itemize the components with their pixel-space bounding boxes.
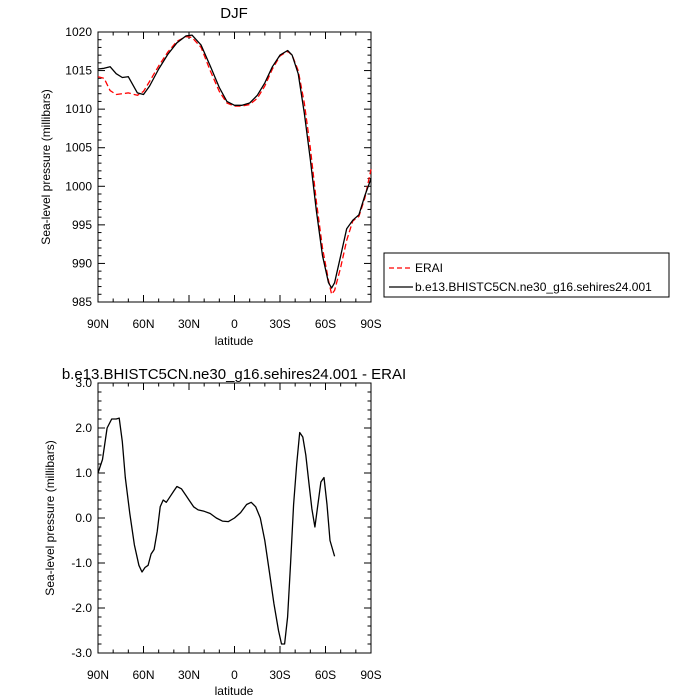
- bot-ytick-label: 2.0: [75, 421, 92, 435]
- bot-xtick-label: 60S: [315, 668, 336, 682]
- legend-box: [383, 252, 670, 298]
- top-ytick-label: 1010: [65, 102, 92, 116]
- top-panel: DJF 985 990 995 1000 1005 1010 1015 1020 90N 60N…: [39, 5, 670, 348]
- bot-ytick-label: 3.0: [75, 376, 92, 390]
- bottom-y-axis-label: Sea-level pressure (millibars): [43, 440, 57, 595]
- top-xtick-label: 60S: [315, 317, 336, 331]
- legend-label-model: b.e13.BHISTC5CN.ne30_g16.sehires24.001: [415, 280, 652, 294]
- bot-ytick-label: -2.0: [71, 601, 92, 615]
- top-y-axis: 985 990 995 1000 1005 1010 1015 1020: [65, 25, 371, 309]
- bot-ytick-label: -3.0: [71, 646, 92, 660]
- top-xtick-label: 30S: [269, 317, 290, 331]
- bot-ytick-label: 0.0: [75, 511, 92, 525]
- bottom-x-axis: 90N 60N 30N 0 30S 60S 90S: [87, 383, 382, 682]
- bot-xtick-label: 30N: [178, 668, 200, 682]
- bottom-y-axis: -3.0 -2.0 -1.0 0.0 1.0 2.0 3.0: [71, 376, 371, 660]
- top-ytick-label: 1015: [65, 64, 92, 78]
- bot-xtick-label: 90N: [87, 668, 109, 682]
- bot-ytick-label: -1.0: [71, 556, 92, 570]
- top-ytick-label: 990: [72, 256, 92, 270]
- top-plot-frame: [97, 31, 372, 303]
- top-ytick-label: 985: [72, 295, 92, 309]
- bottom-panel: b.e13.BHISTC5CN.ne30_g16.sehires24.001 -…: [43, 366, 406, 698]
- top-ytick-label: 995: [72, 218, 92, 232]
- top-series-lines: [97, 34, 372, 295]
- legend: ERAI b.e13.BHISTC5CN.ne30_g16.sehires24.…: [383, 252, 670, 298]
- bottom-x-axis-label: latitude: [215, 684, 254, 698]
- bot-xtick-label: 0: [231, 668, 238, 682]
- bot-ytick-label: 1.0: [75, 466, 92, 480]
- top-x-axis: 90N 60N 30N 0 30S 60S 90S: [87, 32, 382, 331]
- top-xtick-label: 90N: [87, 317, 109, 331]
- bot-xtick-label: 60N: [132, 668, 154, 682]
- bot-xtick-label: 30S: [269, 668, 290, 682]
- top-series-line-model: [97, 34, 372, 289]
- top-xtick-label: 0: [231, 317, 238, 331]
- top-ytick-label: 1005: [65, 141, 92, 155]
- top-x-axis-label: latitude: [215, 334, 254, 348]
- legend-label-erai: ERAI: [415, 261, 443, 275]
- bot-xtick-label: 90S: [360, 668, 381, 682]
- top-ytick-label: 1020: [65, 25, 92, 39]
- bot-series-line-difference: [97, 417, 336, 645]
- top-series-line-erai: [97, 35, 372, 295]
- top-xtick-label: 60N: [132, 317, 154, 331]
- top-ytick-label: 1000: [65, 179, 92, 193]
- bottom-chart-title: b.e13.BHISTC5CN.ne30_g16.sehires24.001 -…: [62, 366, 406, 383]
- top-y-axis-label: Sea-level pressure (millibars): [39, 89, 53, 244]
- top-xtick-label: 90S: [360, 317, 381, 331]
- bottom-series-lines: [97, 417, 336, 645]
- top-xtick-label: 30N: [178, 317, 200, 331]
- top-chart-title: DJF: [220, 5, 248, 22]
